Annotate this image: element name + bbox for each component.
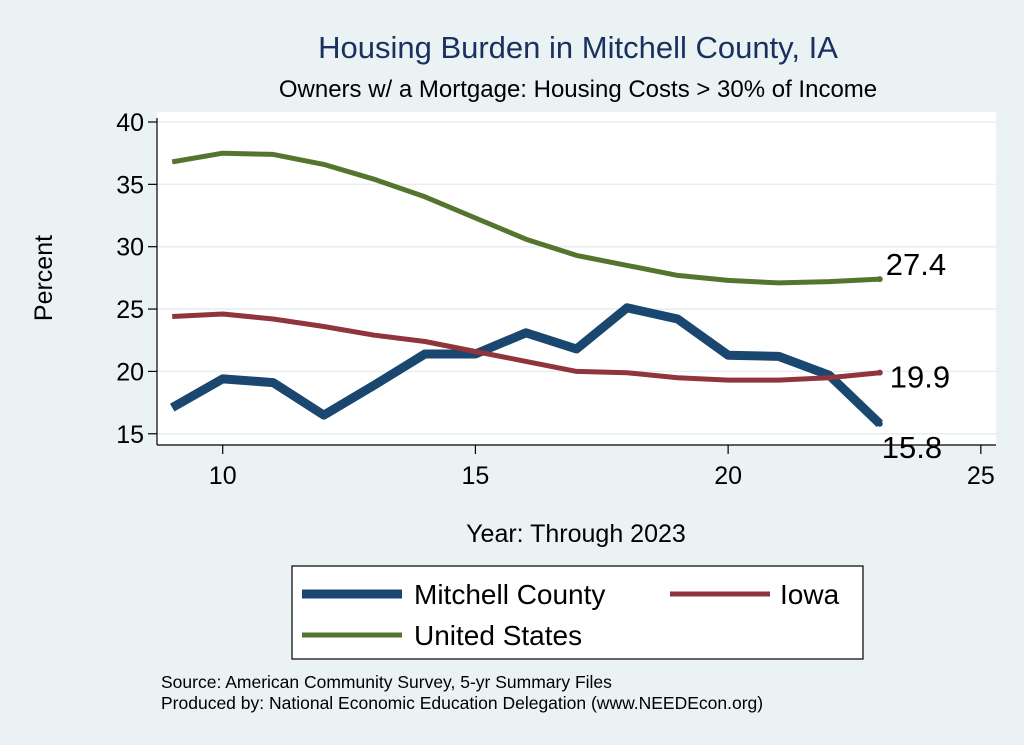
chart-title: Housing Burden in Mitchell County, IA — [318, 30, 838, 65]
x-tick-label: 15 — [462, 462, 490, 490]
series-line-mitchell-county — [169, 303, 883, 428]
x-tick-label: 20 — [714, 462, 742, 490]
end-labels: 15.8 19.9 27.4 — [882, 247, 950, 465]
x-tick-label: 25 — [967, 462, 995, 490]
end-point-mitchell-county — [876, 420, 883, 427]
y-axis: 15 20 25 30 35 40 — [116, 109, 158, 449]
legend-label-iowa: Iowa — [780, 579, 840, 610]
x-axis: 10 15 20 25 — [157, 444, 996, 490]
y-tick-label: 35 — [116, 171, 144, 199]
end-label-iowa: 19.9 — [890, 360, 950, 395]
y-tick-label: 15 — [116, 421, 144, 449]
chart-subtitle: Owners w/ a Mortgage: Housing Costs > 30… — [279, 76, 877, 103]
end-point-iowa — [876, 369, 883, 376]
legend-box — [291, 565, 864, 660]
producer-note: Produced by: National Economic Education… — [161, 693, 763, 713]
y-tick-label: 20 — [116, 358, 144, 386]
x-tick-label: 10 — [209, 462, 237, 490]
x-axis-label: Year: Through 2023 — [466, 520, 686, 548]
legend: Mitchell County Iowa United States — [291, 565, 864, 660]
legend-label-mitchell-county: Mitchell County — [414, 579, 605, 610]
end-label-united-states: 27.4 — [886, 247, 946, 282]
y-tick-label: 30 — [116, 234, 144, 262]
end-label-mitchell-county: 15.8 — [882, 430, 942, 465]
end-point-united-states — [876, 276, 883, 283]
y-tick-label: 25 — [116, 296, 144, 324]
series-line-iowa — [172, 311, 881, 383]
legend-label-united-states: United States — [414, 620, 582, 651]
y-tick-label: 40 — [116, 109, 144, 137]
series-line-united-states — [171, 150, 880, 286]
source-note: Source: American Community Survey, 5-yr … — [161, 672, 612, 692]
series-lines — [169, 150, 883, 428]
y-axis-label: Percent — [30, 235, 58, 321]
